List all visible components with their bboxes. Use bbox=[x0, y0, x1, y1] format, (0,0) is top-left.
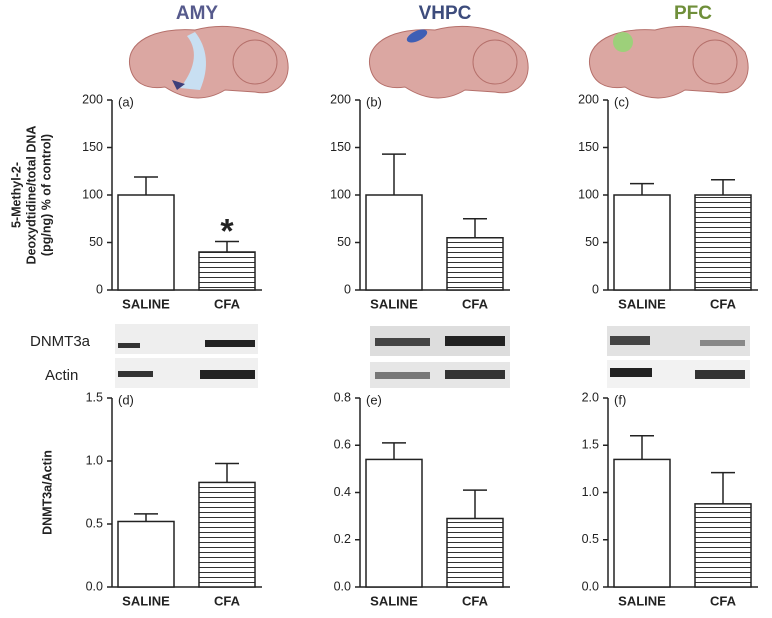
region-title: AMY bbox=[176, 3, 219, 24]
y-tick-label: 200 bbox=[82, 92, 103, 106]
region-title: VHPC bbox=[419, 3, 472, 24]
x-tick-label: CFA bbox=[214, 593, 241, 608]
y-axis-label: (pg/ng) % of control) bbox=[39, 134, 53, 256]
x-tick-label: SALINE bbox=[122, 593, 170, 608]
y-tick-label: 50 bbox=[337, 235, 351, 249]
x-tick-label: SALINE bbox=[370, 593, 418, 608]
y-tick-label: 50 bbox=[89, 235, 103, 249]
western-blot bbox=[115, 324, 750, 388]
bar bbox=[446, 517, 504, 588]
blot-label: DNMT3a bbox=[30, 333, 91, 350]
bar bbox=[365, 194, 423, 291]
y-tick-label: 0.8 bbox=[334, 390, 351, 404]
panel-label: (c) bbox=[614, 94, 629, 109]
brain-illustration bbox=[129, 25, 289, 99]
y-tick-label: 200 bbox=[330, 92, 351, 106]
x-tick-label: CFA bbox=[710, 593, 737, 608]
bar bbox=[117, 194, 175, 291]
y-axis-label: Deoxydtidine/total DNA bbox=[24, 126, 38, 265]
x-tick-label: SALINE bbox=[618, 296, 666, 311]
region-title: PFC bbox=[674, 3, 712, 24]
panel-label: (f) bbox=[614, 392, 626, 407]
y-tick-label: 1.0 bbox=[86, 453, 103, 467]
y-tick-label: 50 bbox=[585, 235, 599, 249]
x-tick-label: CFA bbox=[462, 593, 489, 608]
x-tick-label: SALINE bbox=[618, 593, 666, 608]
bar bbox=[198, 251, 256, 291]
y-axis-label: DNMT3a/Actin bbox=[40, 450, 54, 535]
y-tick-label: 1.5 bbox=[582, 438, 599, 452]
y-axis-label: 5-Methyl-2- bbox=[9, 162, 23, 228]
y-tick-label: 150 bbox=[82, 140, 103, 154]
panel-label: (d) bbox=[118, 392, 134, 407]
y-tick-label: 1.0 bbox=[582, 485, 599, 499]
panel-label: (a) bbox=[118, 94, 134, 109]
bar bbox=[198, 481, 256, 588]
y-tick-label: 100 bbox=[578, 187, 599, 201]
y-tick-label: 150 bbox=[578, 140, 599, 154]
y-tick-label: 0.2 bbox=[334, 532, 351, 546]
bar bbox=[694, 503, 752, 588]
y-tick-label: 0.4 bbox=[334, 485, 351, 499]
brain-illustration bbox=[589, 25, 749, 99]
blot-label: Actin bbox=[45, 367, 78, 384]
bar bbox=[446, 237, 504, 291]
x-tick-label: SALINE bbox=[122, 296, 170, 311]
y-tick-label: 100 bbox=[82, 187, 103, 201]
y-tick-label: 0.5 bbox=[86, 516, 103, 530]
significance-marker: * bbox=[220, 213, 234, 251]
y-tick-label: 0 bbox=[344, 282, 351, 296]
y-tick-label: 0.0 bbox=[334, 579, 351, 593]
y-tick-label: 1.5 bbox=[86, 390, 103, 404]
y-tick-label: 0 bbox=[592, 282, 599, 296]
bar bbox=[365, 458, 423, 588]
y-tick-label: 150 bbox=[330, 140, 351, 154]
brain-illustration bbox=[369, 25, 529, 99]
x-tick-label: CFA bbox=[710, 296, 737, 311]
y-tick-label: 100 bbox=[330, 187, 351, 201]
bar bbox=[613, 458, 671, 588]
bar bbox=[117, 520, 175, 588]
y-tick-label: 200 bbox=[578, 92, 599, 106]
bar bbox=[694, 194, 752, 291]
x-tick-label: CFA bbox=[462, 296, 489, 311]
y-tick-label: 2.0 bbox=[582, 390, 599, 404]
panel-label: (b) bbox=[366, 94, 382, 109]
y-tick-label: 0.5 bbox=[582, 532, 599, 546]
x-tick-label: CFA bbox=[214, 296, 241, 311]
y-tick-label: 0.0 bbox=[86, 579, 103, 593]
x-tick-label: SALINE bbox=[370, 296, 418, 311]
y-tick-label: 0.6 bbox=[334, 438, 351, 452]
y-tick-label: 0.0 bbox=[582, 579, 599, 593]
y-tick-label: 0 bbox=[96, 282, 103, 296]
bar bbox=[613, 194, 671, 291]
panel-label: (e) bbox=[366, 392, 382, 407]
